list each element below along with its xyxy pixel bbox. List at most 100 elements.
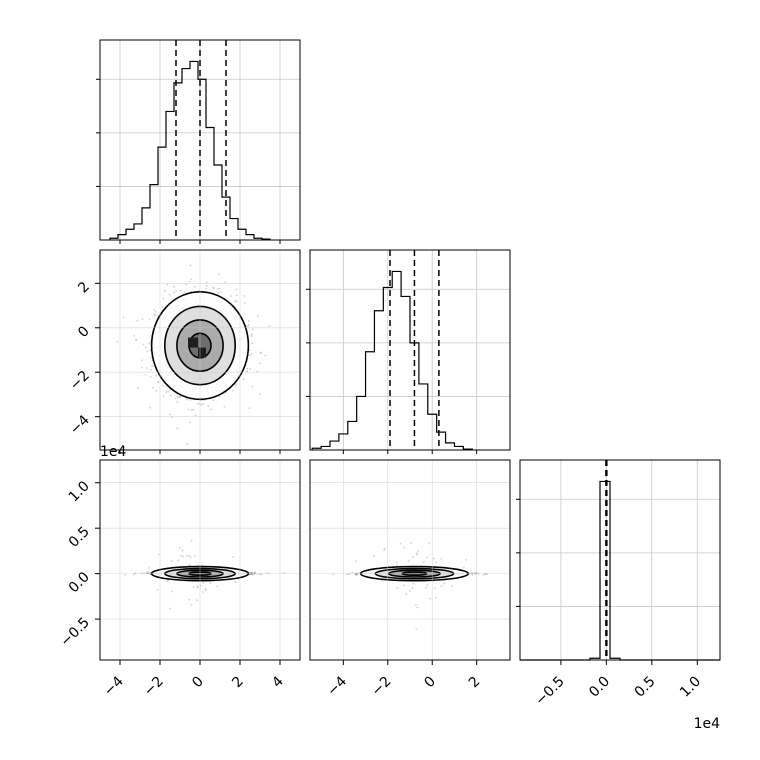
scatter-point: [244, 302, 246, 304]
x-offset-label: 1e4: [694, 716, 721, 732]
scatter-point: [399, 542, 402, 545]
scatter-point: [204, 589, 207, 592]
scatter-point: [161, 306, 164, 308]
scatter-point: [192, 586, 195, 588]
scatter-point: [256, 315, 259, 317]
scatter-point: [403, 546, 406, 549]
scatter-point: [136, 319, 139, 322]
scatter-panel-0-2: [99, 459, 301, 661]
scatter-point: [384, 548, 386, 550]
scatter-point: [246, 370, 249, 372]
scatter-point: [264, 354, 267, 357]
scatter-point: [202, 403, 205, 405]
scatter-point: [259, 393, 261, 396]
scatter-point: [185, 283, 188, 286]
x-tick-label: −2: [369, 674, 395, 700]
scatter-point: [166, 580, 169, 583]
scatter-point: [179, 395, 181, 398]
scatter-point: [247, 324, 250, 326]
scatter-point: [415, 552, 418, 555]
scatter-point: [260, 351, 262, 354]
scatter-point: [151, 365, 154, 368]
scatter-point: [166, 283, 169, 286]
scatter-points: [116, 264, 271, 445]
scatter-point: [212, 399, 215, 402]
scatter-point: [200, 403, 203, 406]
scatter-point: [410, 542, 412, 545]
scatter-point: [216, 585, 219, 588]
scatter-point: [136, 387, 139, 390]
scatter-point: [133, 335, 135, 337]
x-tick-label: 0: [421, 674, 439, 692]
scatter-point: [451, 585, 454, 588]
scatter-point: [249, 571, 251, 574]
scatter-point: [415, 603, 417, 606]
scatter-point: [161, 385, 164, 387]
scatter-point: [243, 295, 246, 297]
scatter-point: [417, 550, 419, 552]
scatter-point: [396, 587, 399, 590]
histogram-panel-1: [306, 249, 511, 451]
scatter-point: [248, 320, 250, 322]
scatter-point: [416, 553, 418, 556]
scatter-point: [356, 573, 359, 576]
scatter-point: [405, 593, 408, 595]
y-tick-label: −2: [67, 368, 93, 394]
scatter-point: [149, 376, 152, 378]
scatter-point: [170, 560, 173, 562]
x-tick-label: −4: [101, 673, 127, 699]
scatter-point: [155, 389, 158, 392]
scatter-point: [383, 549, 385, 551]
scatter-point: [440, 585, 443, 587]
scatter-point: [196, 586, 199, 589]
scatter-point: [187, 408, 190, 411]
scatter-point: [206, 284, 208, 287]
scatter-point: [156, 588, 159, 591]
scatter-point: [135, 338, 138, 341]
scatter-point: [242, 378, 245, 381]
scatter-point: [177, 396, 180, 399]
scatter-point: [148, 567, 151, 569]
scatter-point: [235, 294, 238, 297]
scatter-point: [135, 338, 137, 341]
scatter-point: [193, 285, 196, 288]
scatter-point: [259, 352, 262, 355]
scatter-point: [396, 564, 398, 566]
scatter-point: [249, 367, 252, 370]
scatter-point: [180, 289, 182, 292]
scatter-point: [141, 359, 143, 362]
scatter-point: [197, 289, 200, 292]
scatter-point: [252, 328, 254, 331]
scatter-point: [162, 297, 165, 300]
scatter-point: [155, 374, 157, 377]
scatter-point: [190, 539, 193, 542]
scatter-point: [251, 342, 254, 345]
scatter-point: [153, 314, 156, 316]
scatter-panel-1-2: [309, 459, 511, 661]
scatter-point: [251, 385, 254, 388]
scatter-point: [471, 573, 474, 576]
y-tick-label: −0.5: [57, 615, 92, 650]
scatter-point: [213, 287, 216, 290]
scatter-point: [246, 325, 249, 328]
scatter-point: [440, 557, 443, 560]
y-tick-label: 0.0: [66, 569, 93, 596]
scatter-point: [154, 313, 157, 316]
scatter-point: [403, 584, 406, 587]
scatter-point: [148, 318, 151, 321]
scatter-point: [124, 573, 127, 576]
scatter-point: [212, 286, 214, 289]
scatter-point: [141, 318, 144, 320]
scatter-point: [190, 278, 192, 281]
scatter-point: [209, 582, 212, 585]
scatter-point: [178, 547, 181, 549]
scatter-point: [202, 591, 204, 593]
scatter-point: [251, 335, 253, 338]
scatter-point: [234, 300, 237, 303]
scatter-point: [180, 554, 183, 557]
x-tick-label: 0: [189, 674, 207, 692]
scatter-point: [428, 542, 431, 545]
scatter-point: [144, 346, 147, 349]
scatter-point: [246, 367, 249, 370]
scatter-point: [224, 281, 227, 284]
